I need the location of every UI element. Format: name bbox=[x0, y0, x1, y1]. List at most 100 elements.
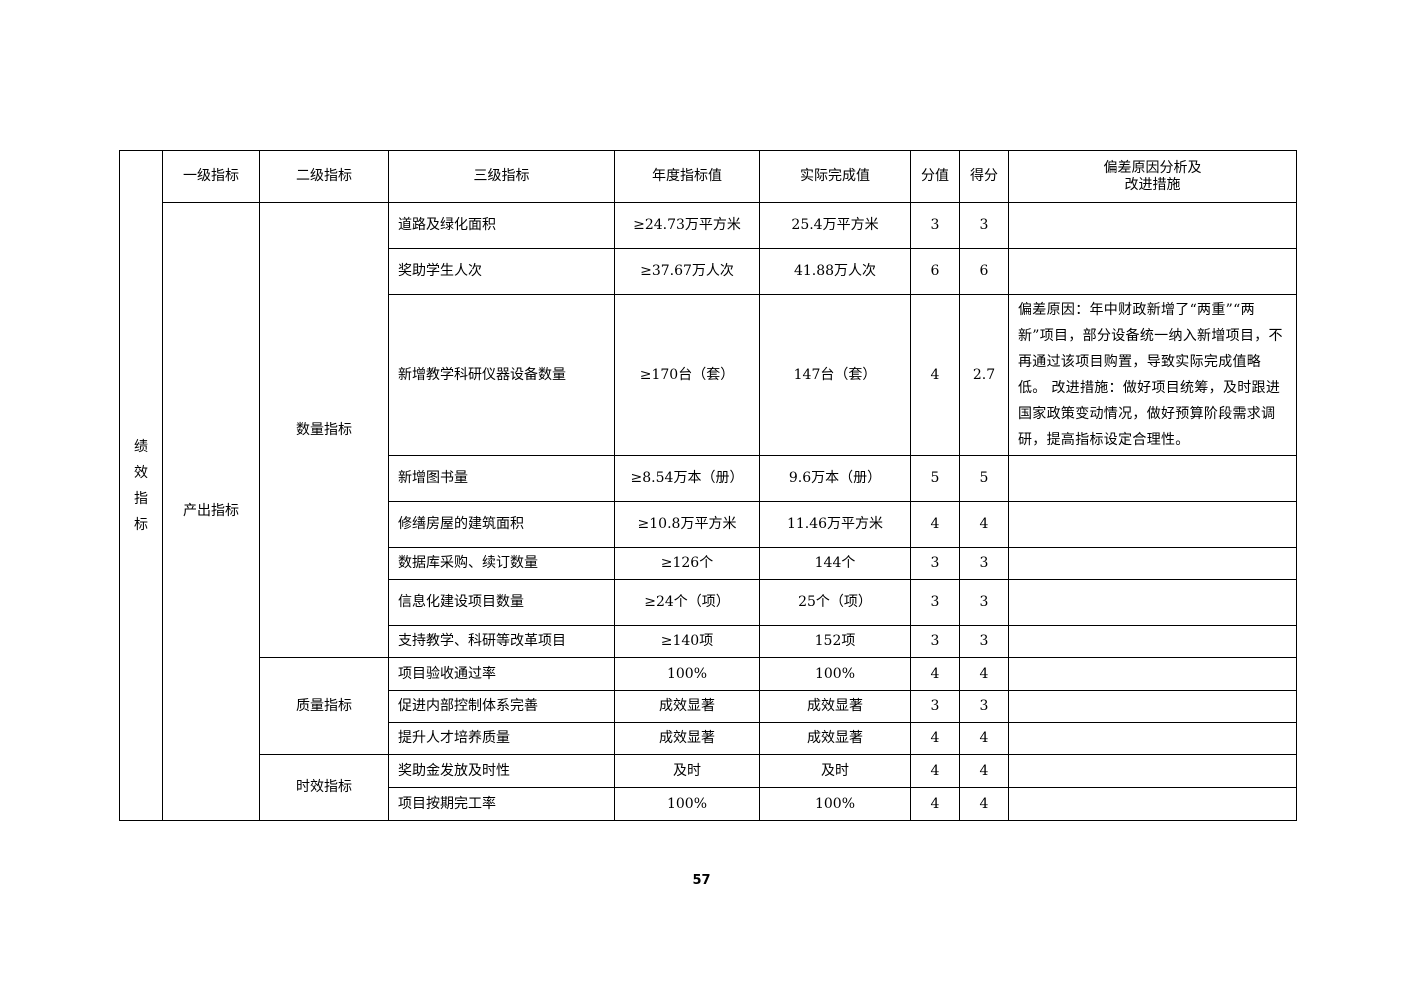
table-row: 信息化建设项目数量 ≥24个（项） 25个（项） 3 3 bbox=[120, 579, 1297, 626]
score-value: 5 bbox=[959, 455, 1009, 502]
deviation-note bbox=[1008, 754, 1297, 788]
page-number: 57 bbox=[692, 873, 711, 888]
score-value: 3 bbox=[959, 579, 1009, 626]
target-value: ≥10.8万平方米 bbox=[614, 501, 760, 548]
table-row: 新增教学科研仪器设备数量 ≥170台（套） 147台（套） 4 2.7 偏差原因：年中财政… bbox=[120, 294, 1297, 456]
weight-value: 4 bbox=[910, 501, 960, 548]
score-value: 3 bbox=[959, 625, 1009, 658]
target-value: ≥170台（套） bbox=[614, 294, 760, 456]
indicator-name: 修缮房屋的建筑面积 bbox=[388, 501, 615, 548]
indicator-name: 支持教学、科研等改革项目 bbox=[388, 625, 615, 658]
score-value: 3 bbox=[959, 547, 1009, 580]
weight-value: 6 bbox=[910, 248, 960, 295]
deviation-note bbox=[1008, 690, 1297, 723]
score-value: 4 bbox=[959, 657, 1009, 691]
actual-value: 100% bbox=[759, 657, 911, 691]
weight-value: 4 bbox=[910, 657, 960, 691]
actual-value: 及时 bbox=[759, 754, 911, 788]
deviation-note bbox=[1008, 625, 1297, 658]
header-score: 得分 bbox=[959, 150, 1009, 203]
header-score-text: 得分 bbox=[970, 168, 998, 185]
weight-value: 3 bbox=[910, 547, 960, 580]
header-weight-text: 分值 bbox=[921, 168, 949, 185]
header-level2: 二级指标 bbox=[259, 150, 389, 203]
actual-value: 9.6万本（册） bbox=[759, 455, 911, 502]
header-target-text: 年度指标值 bbox=[652, 168, 722, 185]
header-actual: 实际完成值 bbox=[759, 150, 911, 203]
side-label: 绩效指标 bbox=[134, 438, 148, 533]
actual-value: 41.88万人次 bbox=[759, 248, 911, 295]
table-row: 质量指标 项目验收通过率 100% 100% 4 4 bbox=[120, 657, 1297, 755]
indicator-name: 项目按期完工率 bbox=[388, 787, 615, 821]
deviation-note bbox=[1008, 579, 1297, 626]
weight-value: 4 bbox=[910, 294, 960, 456]
indicator-name: 新增教学科研仪器设备数量 bbox=[388, 294, 615, 456]
indicator-name: 道路及绿化面积 bbox=[388, 202, 615, 249]
weight-value: 4 bbox=[910, 754, 960, 788]
indicator-name: 信息化建设项目数量 bbox=[388, 579, 615, 626]
actual-value: 100% bbox=[759, 787, 911, 821]
actual-value: 25个（项） bbox=[759, 579, 911, 626]
indicator-name: 促进内部控制体系完善 bbox=[388, 690, 615, 723]
target-value: 100% bbox=[614, 787, 760, 821]
deviation-note: 偏差原因：年中财政新增了“两重”“两新”项目，部分设备统一纳入新增项目，不再通过… bbox=[1008, 294, 1297, 456]
target-value: 成效显著 bbox=[614, 722, 760, 755]
score-value: 2.7 bbox=[959, 294, 1009, 456]
deviation-note bbox=[1008, 501, 1297, 548]
score-value: 4 bbox=[959, 754, 1009, 788]
target-value: ≥37.67万人次 bbox=[614, 248, 760, 295]
actual-value: 152项 bbox=[759, 625, 911, 658]
deviation-note bbox=[1008, 248, 1297, 295]
score-value: 4 bbox=[959, 787, 1009, 821]
header-target: 年度指标值 bbox=[614, 150, 760, 203]
table-row: 提升人才培养质量 成效显著 成效显著 4 4 bbox=[120, 722, 1297, 755]
indicator-name: 新增图书量 bbox=[388, 455, 615, 502]
score-value: 4 bbox=[959, 722, 1009, 755]
table-row: 时效指标 奖助金发放及时性 及时 及时 4 4 bbox=[120, 754, 1297, 821]
score-value: 3 bbox=[959, 202, 1009, 249]
table-row: 数据库采购、续订数量 ≥126个 144个 3 3 bbox=[120, 547, 1297, 580]
indicator-name: 奖助金发放及时性 bbox=[388, 754, 615, 788]
table-row: 支持教学、科研等改革项目 ≥140项 152项 3 3 bbox=[120, 625, 1297, 658]
header-deviation-text: 偏差原因分析及 改进措施 bbox=[1103, 159, 1202, 193]
weight-value: 4 bbox=[910, 722, 960, 755]
actual-value: 144个 bbox=[759, 547, 911, 580]
level2-cell: 质量指标 bbox=[259, 657, 389, 755]
target-value: ≥24.73万平方米 bbox=[614, 202, 760, 249]
weight-value: 3 bbox=[910, 690, 960, 723]
header-level3: 三级指标 bbox=[388, 150, 615, 203]
actual-value: 11.46万平方米 bbox=[759, 501, 911, 548]
actual-value: 成效显著 bbox=[759, 690, 911, 723]
indicator-name: 奖助学生人次 bbox=[388, 248, 615, 295]
table-row: 项目按期完工率 100% 100% 4 4 bbox=[120, 787, 1297, 821]
score-value: 4 bbox=[959, 501, 1009, 548]
header-deviation: 偏差原因分析及 改进措施 bbox=[1008, 150, 1297, 203]
target-value: 成效显著 bbox=[614, 690, 760, 723]
indicator-name: 项目验收通过率 bbox=[388, 657, 615, 691]
weight-value: 3 bbox=[910, 202, 960, 249]
actual-value: 147台（套） bbox=[759, 294, 911, 456]
side-label-cell: 绩效指标 bbox=[119, 150, 163, 821]
target-value: ≥140项 bbox=[614, 625, 760, 658]
table-row: 产出指标 数量指标 道路及绿化面积 ≥24.73万平方米 25.4万平方米 3 3 bbox=[120, 202, 1297, 821]
target-value: ≥8.54万本（册） bbox=[614, 455, 760, 502]
target-value: 及时 bbox=[614, 754, 760, 788]
performance-indicator-table: 绩效指标 一级指标 二级指标 三级指标 年度指标值 实际完成值 分值 得分 偏差原因分析及 改进… bbox=[119, 150, 1297, 821]
table-row: 新增图书量 ≥8.54万本（册） 9.6万本（册） 5 5 bbox=[120, 455, 1297, 502]
weight-value: 4 bbox=[910, 787, 960, 821]
table-row: 奖助学生人次 ≥37.67万人次 41.88万人次 6 6 bbox=[120, 248, 1297, 295]
level2-cell: 时效指标 bbox=[259, 754, 389, 821]
score-value: 3 bbox=[959, 690, 1009, 723]
target-value: 100% bbox=[614, 657, 760, 691]
deviation-note bbox=[1008, 202, 1297, 249]
deviation-note bbox=[1008, 547, 1297, 580]
score-value: 6 bbox=[959, 248, 1009, 295]
deviation-note bbox=[1008, 657, 1297, 691]
deviation-note bbox=[1008, 455, 1297, 502]
target-value: ≥24个（项） bbox=[614, 579, 760, 626]
weight-value: 3 bbox=[910, 579, 960, 626]
level1-cell: 产出指标 bbox=[162, 202, 260, 821]
indicator-name: 数据库采购、续订数量 bbox=[388, 547, 615, 580]
target-value: ≥126个 bbox=[614, 547, 760, 580]
header-row: 绩效指标 一级指标 二级指标 三级指标 年度指标值 实际完成值 分值 得分 偏差原因分析及 改进… bbox=[119, 150, 1297, 821]
